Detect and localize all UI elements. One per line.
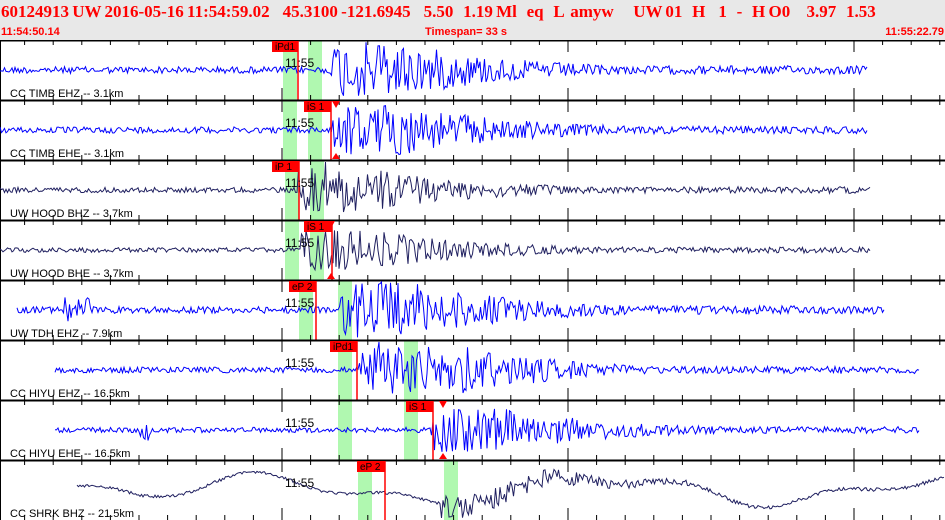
pick-window [285,221,299,280]
pick-flag [289,281,316,292]
amplitude-marker-icon [439,401,447,408]
timespan: Timespan= 33 s [425,26,508,38]
pick-label: iPd1 [275,42,295,53]
pick-flag [406,401,433,412]
waveform [76,468,945,519]
trace-panel: eP 2 11:55 CC SHRK BHZ -- 21.5km [0,459,945,520]
amplitude-marker-icon [332,101,340,108]
pick-label: iS 1 [409,402,427,413]
amplitude-marker-icon [327,273,335,279]
channel-label: CC HIYU EHZ -- 16.5km [10,388,130,400]
minute-label: 11:55 [285,476,314,490]
event-header: 60124913 UW 2016-05-16 11:54:59.02 45.31… [0,0,945,40]
pick-flag [272,41,298,52]
amplitude-marker-icon [439,453,447,459]
pick-label: eP 2 [292,282,313,293]
channel-label: CC SHRK BHZ -- 21.5km [10,508,134,520]
pick-window [299,281,313,340]
pick-label: iS 1 [307,102,325,113]
pick-label: eP 2 [360,462,381,473]
trace-panel: iPd1 11:55 CC TIMB EHZ -- 3.1km [0,40,945,100]
channel-label: CC TIMB EHE -- 3.1km [10,148,124,160]
pick-window [283,41,297,100]
start-time: 11:54:50.14 [1,26,60,38]
minute-label: 11:55 [285,176,314,190]
waveform [16,280,885,338]
minute-label: 11:55 [285,56,314,70]
trace-panel: iPd1 11:55 CC HIYU EHZ -- 16.5km [0,339,945,400]
amplitude-marker-icon [332,153,340,159]
channel-label: UW TDH EHZ -- 7.9km [10,328,122,340]
pick-flag [304,101,331,112]
minute-label: 11:55 [285,116,314,130]
channel-label: UW HOOD BHE -- 3.7km [10,268,133,280]
end-time: 11:55:22.79 [885,26,944,38]
trace-panel: iS 1 11:55 UW HOOD BHE -- 3.7km [0,219,945,280]
pick-label: iPd1 [333,342,353,353]
channel-label: CC HIYU EHE -- 16.5km [10,448,130,460]
pick-window [308,41,322,100]
pick-flag [304,221,332,232]
minute-label: 11:55 [285,356,314,370]
pick-label: iS 1 [307,222,325,233]
trace-panel: iP 1 11:55 UW HOOD BHZ -- 3.7km [0,159,945,220]
waveform [0,104,868,156]
seismogram-panels[interactable]: iPd1 11:55 CC TIMB EHZ -- 3.1km iS 1 11:55 CC… [0,40,945,520]
waveform [0,230,871,272]
amplitude-marker-icon [327,221,335,228]
pick-flag [272,161,299,172]
trace-panel: iS 1 11:55 CC HIYU EHE -- 16.5km [0,399,945,460]
waveform [54,341,920,394]
channel-label: UW HOOD BHZ -- 3.7km [10,208,133,220]
pick-flag [330,341,357,352]
pick-window [338,281,352,340]
waveform [0,42,868,96]
waveform [0,161,871,213]
pick-window [444,461,458,520]
minute-label: 11:55 [285,296,314,310]
pick-flag [357,461,385,472]
waveform [54,408,920,452]
minute-label: 11:55 [285,416,314,430]
pick-window [358,461,372,520]
trace-panel: eP 2 11:55 UW TDH EHZ -- 7.9km [0,279,945,340]
channel-label: CC TIMB EHZ -- 3.1km [10,88,123,100]
minute-label: 11:55 [285,236,314,250]
trace-panel: iS 1 11:55 CC TIMB EHE -- 3.1km [0,99,945,160]
event-summary: 60124913 UW 2016-05-16 11:54:59.02 45.31… [1,2,876,21]
pick-label: iP 1 [275,162,292,173]
